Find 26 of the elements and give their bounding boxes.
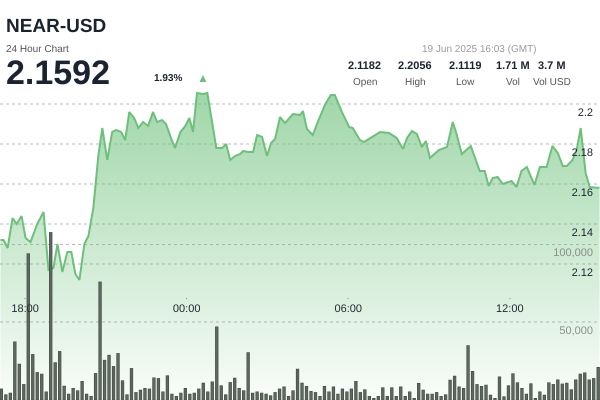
annotation: High bbox=[405, 77, 426, 88]
annotation: Open bbox=[353, 77, 378, 88]
x-tick-label: 06:00 bbox=[334, 303, 362, 316]
annotation: 2.1592 bbox=[6, 54, 110, 92]
y-tick-label: 2.12 bbox=[572, 266, 593, 279]
y-tick-label: 2.2 bbox=[578, 106, 593, 119]
annotation: 1.93% bbox=[154, 73, 182, 84]
annotation: Low bbox=[456, 77, 476, 88]
annotation: ▲ bbox=[197, 71, 209, 85]
y2-tick-label: 50,000 bbox=[559, 325, 593, 338]
x-tick-label: 00:00 bbox=[172, 303, 200, 316]
text: NEAR-USD bbox=[6, 16, 106, 37]
annotation: 2.1182 bbox=[348, 60, 382, 72]
annotation: 1.71 M bbox=[496, 60, 530, 72]
x-tick-label: 12:00 bbox=[496, 303, 524, 316]
y-tick-label: 2.16 bbox=[572, 186, 593, 199]
y-tick-label: 2.18 bbox=[572, 146, 593, 159]
annotation: Vol USD bbox=[533, 77, 571, 88]
annotation: 3.7 M bbox=[538, 60, 566, 72]
y-tick-label: 2.14 bbox=[572, 226, 593, 239]
annotation: Vol bbox=[506, 77, 520, 88]
text: 24 Hour Chart bbox=[6, 44, 70, 55]
annotation: 19 Jun 2025 16:03 (GMT) bbox=[422, 44, 537, 55]
annotation: 2.1119 bbox=[449, 60, 482, 72]
annotation: 2.2056 bbox=[398, 60, 432, 72]
y2-tick-label: 100,000 bbox=[553, 247, 593, 260]
